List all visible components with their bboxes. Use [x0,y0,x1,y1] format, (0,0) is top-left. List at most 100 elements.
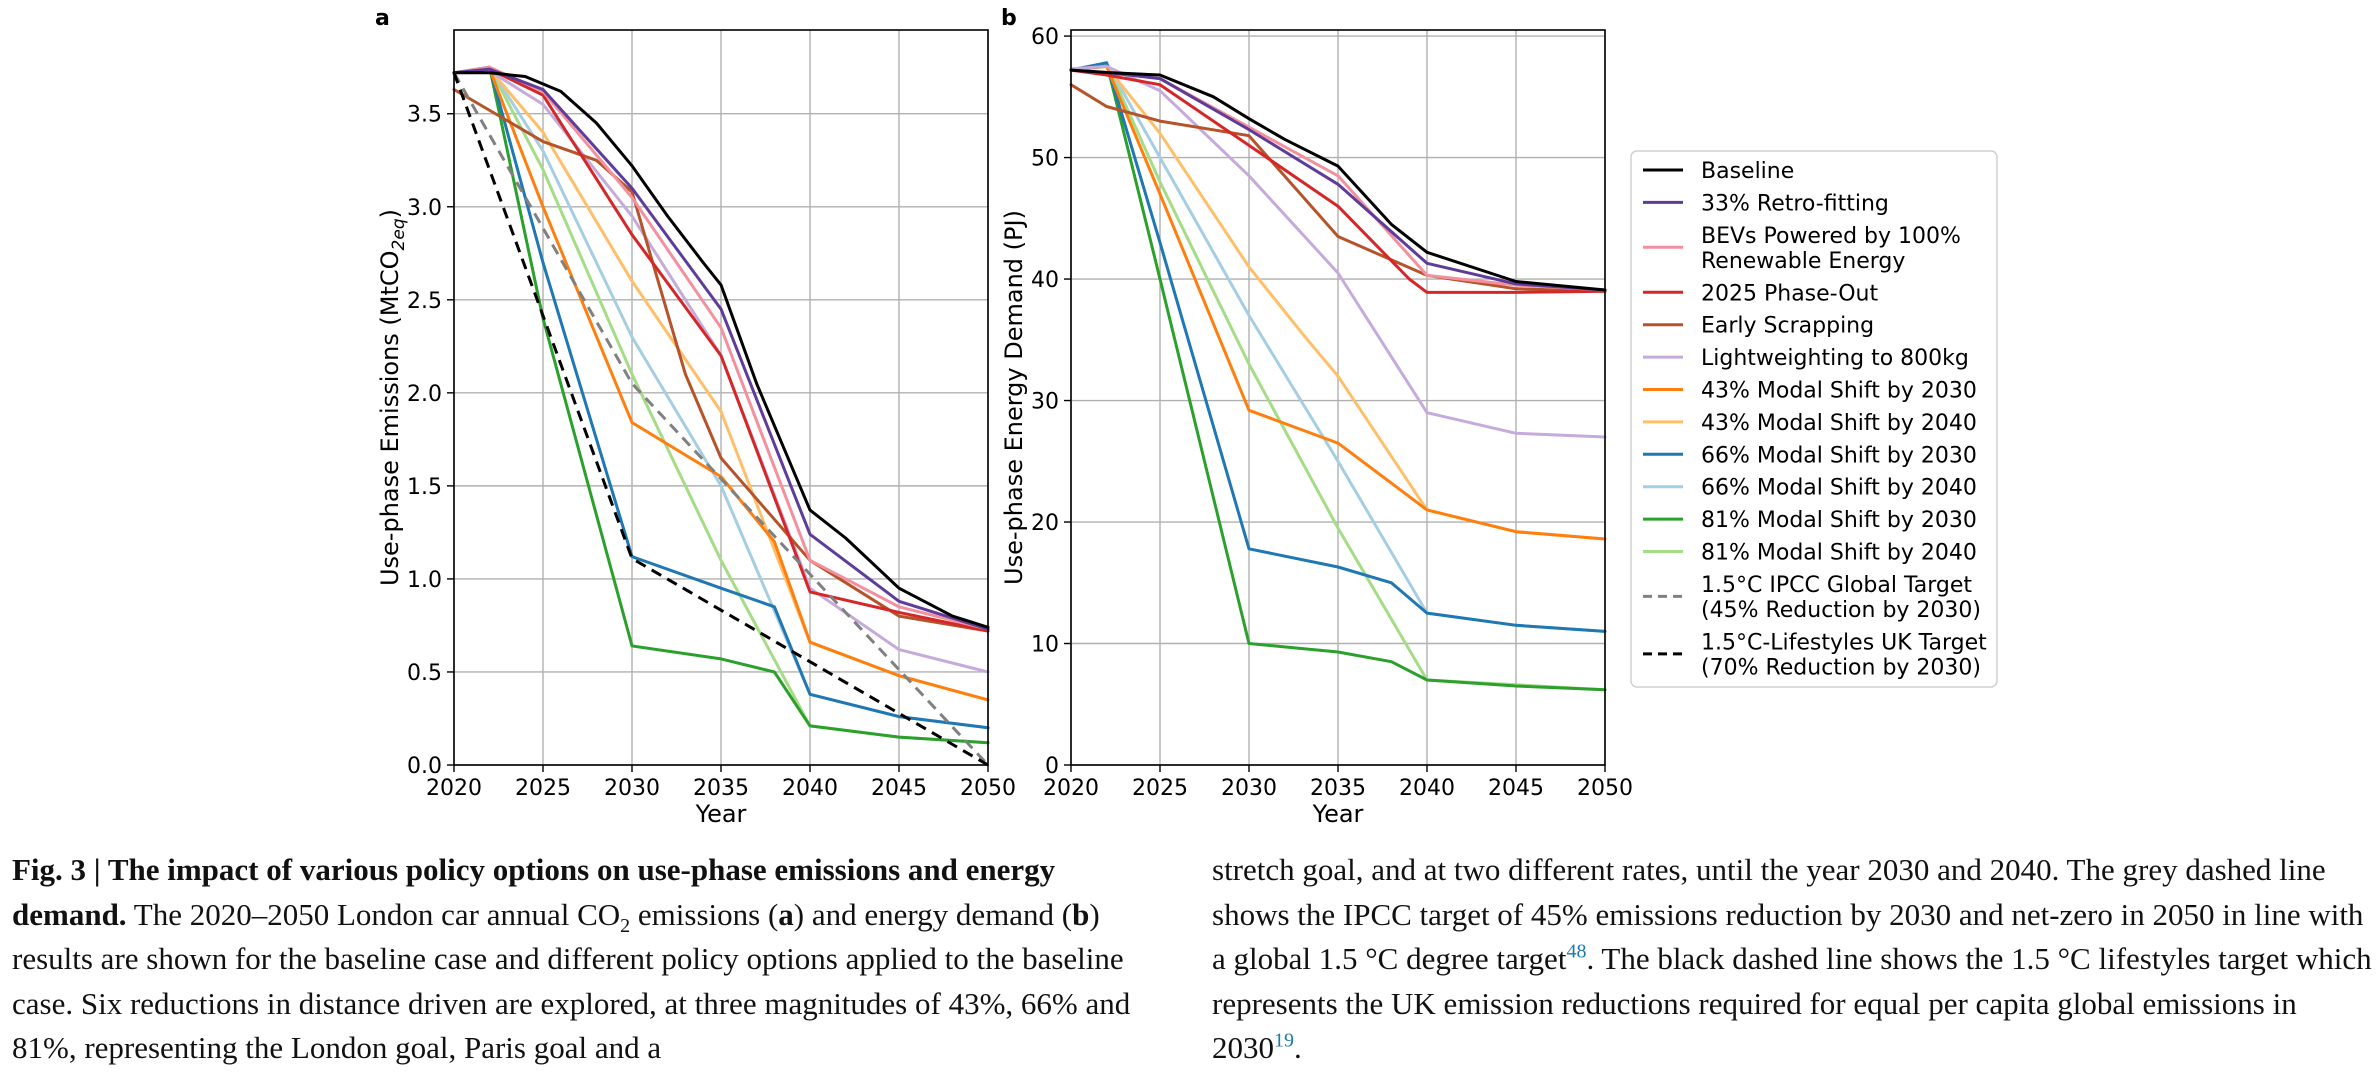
legend-label: (70% Reduction by 2030) [1701,655,1981,680]
x-tick-label: 2050 [960,776,1016,801]
x-axis: 2020 2025 2030 2035 2040 2045 2050 [1043,765,1633,801]
legend-entry: BEVs Powered by 100%Renewable Energy [1643,224,1961,274]
x-axis: 2020 2025 2030 2035 2040 2045 2050 [426,765,1016,801]
legend-label: 66% Modal Shift by 2030 [1701,443,1977,468]
x-tick-label: 2035 [1310,776,1366,801]
legend-entry: 33% Retro-fitting [1643,191,1889,216]
legend-entry: 43% Modal Shift by 2030 [1643,379,1977,404]
y-tick-label: 60 [1031,25,1059,50]
caption-right: stretch goal, and at two different rates… [1212,848,2372,1071]
y-tick-label: 2.0 [407,382,442,407]
y-tick-label: 0.5 [407,661,442,686]
x-tick-label: 2030 [1221,776,1277,801]
caption-text: emissions ( [630,896,779,932]
series-line-81-modal-shift-by-2030 [1069,61,1607,692]
y-axis: 0 10 20 30 40 50 60 [1031,25,1071,779]
y-tick-label: 0 [1045,754,1059,779]
legend-entry: 1.5°C IPCC Global Target(45% Reduction b… [1643,573,1981,623]
caption-panel-ref: a [778,896,794,932]
y-tick-label: 40 [1031,268,1059,293]
series-line-81-modal-shift-by-2030 [452,65,990,745]
legend-label: 2025 Phase-Out [1701,281,1878,306]
legend-box [1630,150,1998,688]
y-tick-label: 10 [1031,633,1059,658]
x-tick-label: 2050 [1577,776,1633,801]
series-lines [1069,61,1607,692]
y-tick-label: 2.5 [407,289,442,314]
x-axis-label: Year [1312,800,1364,828]
series-line-66-modal-shift-by-2030 [1069,61,1607,633]
y-axis: 0.0 0.5 1.0 1.5 2.0 2.5 3.0 3.5 [407,103,454,779]
legend-label: 81% Modal Shift by 2040 [1701,541,1977,566]
legend-entry: 81% Modal Shift by 2040 [1643,541,1977,566]
legend-entry: Baseline [1643,159,1794,184]
series-line-baseline [1069,68,1607,292]
figure-title: Fig. 3 | The impact of various policy op… [12,852,1056,932]
x-tick-label: 2040 [1399,776,1455,801]
caption-text: The 2020–2050 London car annual CO [126,896,621,932]
x-tick-label: 2020 [426,776,482,801]
legend-label: 43% Modal Shift by 2040 [1701,411,1977,436]
y-tick-label: 50 [1031,147,1059,172]
y-tick-label: 0.0 [407,754,442,779]
legend: Baseline 33% Retro-fitting BEVs Powered by… [1630,150,1998,688]
series-lines [452,65,990,767]
series-line-2025-phase-out [1069,68,1607,294]
series-line-43-modal-shift-by-2030 [1069,64,1607,541]
legend-label: Baseline [1701,159,1794,184]
legend-entry: 2025 Phase-Out [1643,281,1878,306]
legend-label: 81% Modal Shift by 2030 [1701,508,1977,533]
caption-text: ) results are shown for the baseline cas… [12,896,1131,1066]
series-line-baseline [452,71,990,629]
legend-entry: 43% Modal Shift by 2040 [1643,411,1977,436]
figure: 2020 2025 2030 2035 2040 2045 2050Year0.00.51.… [375,6,1998,828]
x-tick-label: 2025 [515,776,571,801]
legend-label: 66% Modal Shift by 2040 [1701,476,1977,501]
legend-entry: 66% Modal Shift by 2030 [1643,443,1977,468]
caption-text: . [1294,1030,1302,1065]
y-axis-label: Use-phase Energy Demand (PJ) [1000,210,1028,585]
legend-entry: 81% Modal Shift by 2030 [1643,508,1977,533]
legend-label: Early Scrapping [1701,314,1874,339]
legend-label: (45% Reduction by 2030) [1701,598,1981,623]
caption-text: . The black dashed line shows the 1.5 °C… [1212,941,2372,1065]
citation-link[interactable]: 19 [1274,1029,1294,1052]
legend-label: BEVs Powered by 100% [1701,224,1961,249]
legend-entry: 66% Modal Shift by 2040 [1643,476,1977,501]
caption-subscript: 2 [620,914,631,937]
series-line-1-5-c-ipcc-global-target [452,72,990,767]
caption-panel-ref: b [1072,896,1090,932]
panel-a: 2020 2025 2030 2035 2040 2045 2050 Year 0.0 0.5 1.… [375,6,1016,828]
x-tick-label: 2045 [871,776,927,801]
panel-label: a [375,6,390,31]
x-tick-label: 2020 [1043,776,1099,801]
legend-label: 1.5°C-Lifestyles UK Target [1701,630,1987,655]
x-tick-label: 2025 [1132,776,1188,801]
panel-label: b [1001,6,1017,31]
y-tick-label: 30 [1031,390,1059,415]
series-line-early-scrapping [1069,83,1607,293]
series-line-1-5-c-lifestyles-uk-target [452,72,989,767]
legend-entry: Lightweighting to 800kg [1643,346,1969,371]
panel-b: 2020 2025 2030 2035 2040 2045 2050Year01020304… [1000,6,1633,828]
x-axis-label: Year [695,800,747,828]
legend-entry: Early Scrapping [1643,314,1874,339]
series-line-lightweighting-to-800kg [1069,64,1607,439]
legend-label: Lightweighting to 800kg [1701,346,1969,371]
x-tick-label: 2030 [604,776,660,801]
series-line-43-modal-shift-by-2030 [452,67,990,702]
gridlines [453,30,989,766]
caption-text: ) and energy demand ( [793,896,1073,932]
x-tick-label: 2045 [1488,776,1544,801]
citation-link[interactable]: 48 [1566,940,1587,963]
caption-left: Fig. 3 | The impact of various policy op… [12,848,1177,1071]
x-tick-label: 2035 [693,776,749,801]
caption-text: stretch goal, and at two different rates… [1212,852,2364,976]
legend-entry: 1.5°C-Lifestyles UK Target(70% Reduction… [1643,630,1987,680]
y-tick-label: 1.5 [407,475,442,500]
legend-label: 1.5°C IPCC Global Target [1701,573,1972,598]
y-tick-label: 20 [1031,511,1059,536]
series-line-lightweighting-to-800kg [452,69,990,674]
legend-label: Renewable Energy [1701,249,1905,274]
y-axis-label: Use-phase Emissions (MtCO2eq) [376,209,409,586]
